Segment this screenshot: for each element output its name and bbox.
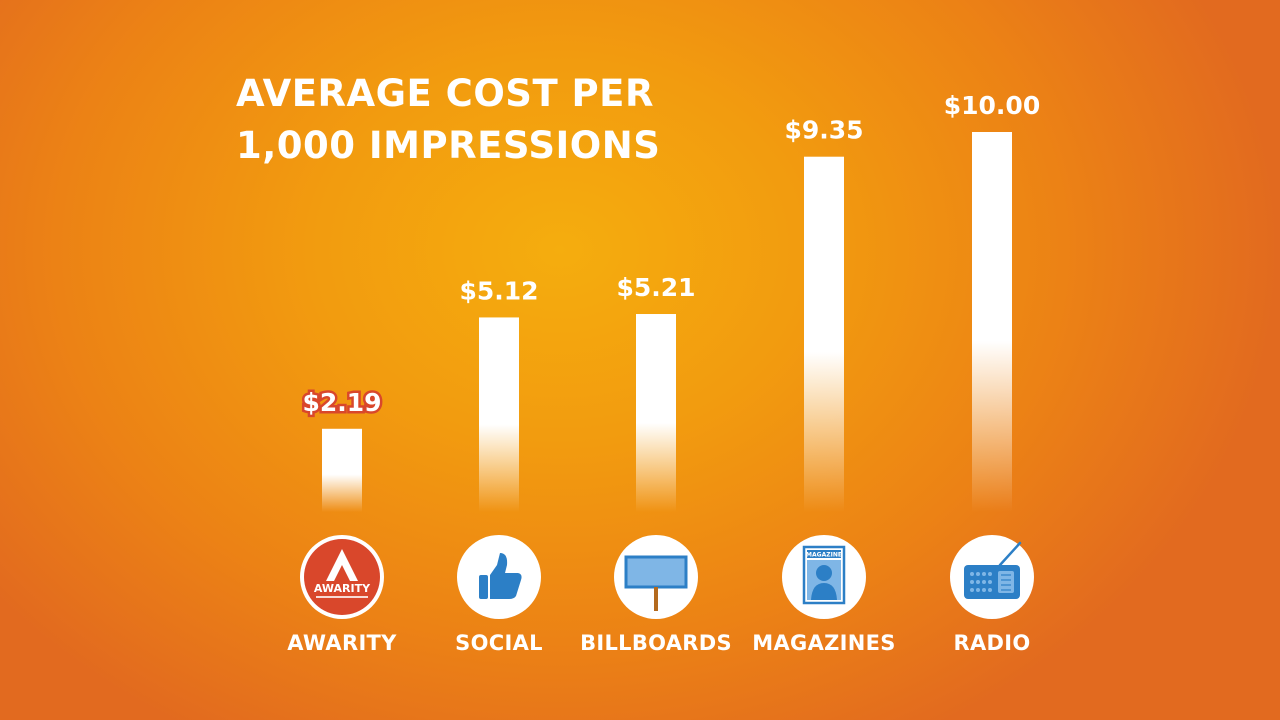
chart-title-line-1: AVERAGE COST PER: [236, 72, 654, 115]
bar-awarity: [322, 428, 362, 512]
value-label-magazines: $9.35: [784, 116, 863, 145]
awarity-logo-icon: AWARITY: [300, 535, 384, 619]
value-label-awarity: $2.19: [302, 388, 381, 417]
thumbs-up-icon: [457, 535, 541, 619]
category-labels-layer: AWARITY SOCIAL BILLBOARDS MAGAZINES RADIO: [287, 631, 1030, 655]
category-label-magazines: MAGAZINES: [752, 631, 895, 655]
magazine-icon: MAGAZINE: [782, 535, 866, 619]
value-label-social: $5.12: [459, 276, 538, 305]
category-label-billboards: BILLBOARDS: [580, 631, 732, 655]
awarity-logo-text: AWARITY: [314, 582, 371, 595]
bar-billboards: [636, 314, 676, 512]
chart-title: AVERAGE COST PER 1,000 IMPRESSIONS: [236, 68, 660, 172]
value-label-radio: $10.00: [944, 91, 1040, 120]
value-label-billboards: $5.21: [616, 273, 695, 302]
icons-layer: AWARITY MAGAZINE: [300, 535, 1034, 619]
magazine-icon-text: MAGAZINE: [806, 552, 842, 559]
bars-layer: [322, 132, 1012, 512]
billboard-icon: [614, 535, 698, 619]
category-label-radio: RADIO: [953, 631, 1030, 655]
value-labels-layer: $2.19 $5.12 $5.21 $9.35 $10.00: [300, 91, 1040, 419]
category-label-social: SOCIAL: [455, 631, 543, 655]
bar-magazines: [804, 156, 844, 512]
bar-social: [479, 317, 519, 512]
category-label-awarity: AWARITY: [287, 631, 397, 655]
radio-icon: [950, 535, 1034, 619]
bar-radio: [972, 132, 1012, 512]
chart-title-line-2: 1,000 IMPRESSIONS: [236, 124, 661, 167]
